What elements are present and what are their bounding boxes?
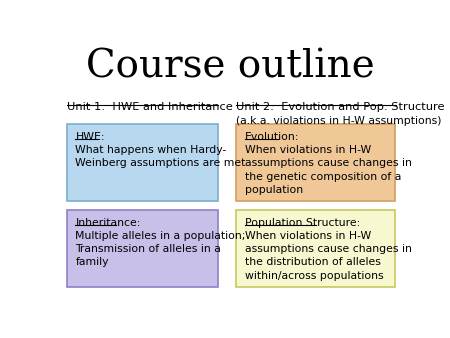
Text: Multiple alleles in a population;
Transmission of alleles in a
family: Multiple alleles in a population; Transm… [76, 231, 246, 267]
FancyBboxPatch shape [236, 124, 395, 201]
FancyBboxPatch shape [67, 124, 218, 201]
Text: Unit 2:  Evolution and Pop. Structure: Unit 2: Evolution and Pop. Structure [236, 102, 444, 112]
Text: When violations in H-W
assumptions cause changes in
the genetic composition of a: When violations in H-W assumptions cause… [245, 145, 411, 195]
Text: Course outline: Course outline [86, 48, 375, 86]
Text: Unit 1:  HWE and Inheritance: Unit 1: HWE and Inheritance [67, 102, 233, 112]
Text: What happens when Hardy-
Weinberg assumptions are met: What happens when Hardy- Weinberg assump… [76, 145, 246, 168]
FancyBboxPatch shape [67, 210, 218, 287]
Text: Inheritance:: Inheritance: [76, 218, 141, 228]
Text: Evolution:: Evolution: [245, 132, 299, 142]
Text: When violations in H-W
assumptions cause changes in
the distribution of alleles
: When violations in H-W assumptions cause… [245, 231, 411, 281]
Text: (a.k.a. violations in H-W assumptions): (a.k.a. violations in H-W assumptions) [236, 116, 441, 126]
Text: Population Structure:: Population Structure: [245, 218, 360, 228]
Text: HWE:: HWE: [76, 132, 105, 142]
FancyBboxPatch shape [236, 210, 395, 287]
